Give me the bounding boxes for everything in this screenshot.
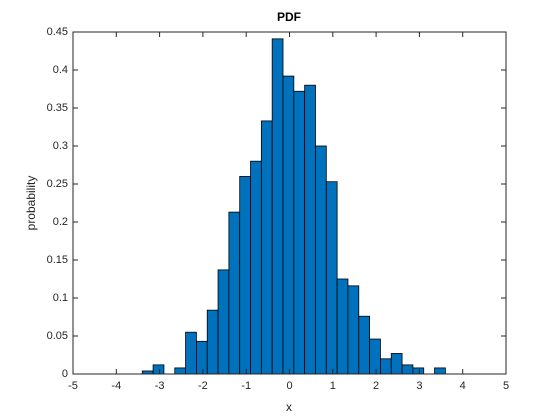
y-tick-label: 0.15 xyxy=(47,254,68,266)
bar xyxy=(315,145,327,375)
bar xyxy=(196,340,208,375)
x-tick-label: -3 xyxy=(155,380,165,392)
bar xyxy=(185,331,197,375)
y-tick-label: 0.05 xyxy=(47,330,68,342)
y-axis-label: probability xyxy=(24,176,38,231)
bar xyxy=(412,367,425,375)
chart-title: PDF xyxy=(277,10,301,24)
y-tick-label: 0.35 xyxy=(47,102,68,114)
bar xyxy=(152,364,165,375)
bar xyxy=(358,315,371,375)
bar xyxy=(239,175,251,375)
bar xyxy=(293,90,306,375)
bar xyxy=(228,211,241,375)
bar xyxy=(206,309,219,375)
y-tick-label: 0.4 xyxy=(53,64,68,76)
y-tick-label: 0.1 xyxy=(53,292,68,304)
x-tick-label: -2 xyxy=(198,380,208,392)
x-tick-label: 5 xyxy=(503,380,509,392)
x-tick-label: 0 xyxy=(286,380,292,392)
bar xyxy=(347,285,360,375)
x-axis-label: x xyxy=(286,400,292,414)
bar xyxy=(271,38,284,375)
bar xyxy=(434,367,446,375)
bar xyxy=(336,278,349,375)
bar xyxy=(304,84,316,375)
bar xyxy=(250,160,262,375)
y-tick-label: 0.45 xyxy=(47,26,68,38)
x-tick-label: -1 xyxy=(241,380,251,392)
x-tick-label: 3 xyxy=(416,380,422,392)
bar xyxy=(217,269,230,375)
bar xyxy=(401,364,414,375)
bar xyxy=(380,358,392,375)
bar xyxy=(390,353,403,375)
bar xyxy=(369,338,381,375)
x-tick-label: -4 xyxy=(111,380,121,392)
x-tick-label: 2 xyxy=(373,380,379,392)
y-tick-label: 0.25 xyxy=(47,178,68,190)
x-tick-label: -5 xyxy=(68,380,78,392)
y-tick-label: 0.2 xyxy=(53,216,68,228)
bar xyxy=(282,75,295,375)
bar xyxy=(260,120,273,375)
y-tick-label: 0.3 xyxy=(53,140,68,152)
x-tick-label: 4 xyxy=(460,380,466,392)
bar xyxy=(174,367,186,375)
y-tick-label: 0 xyxy=(62,368,68,380)
bar xyxy=(325,181,338,375)
x-tick-label: 1 xyxy=(330,380,336,392)
